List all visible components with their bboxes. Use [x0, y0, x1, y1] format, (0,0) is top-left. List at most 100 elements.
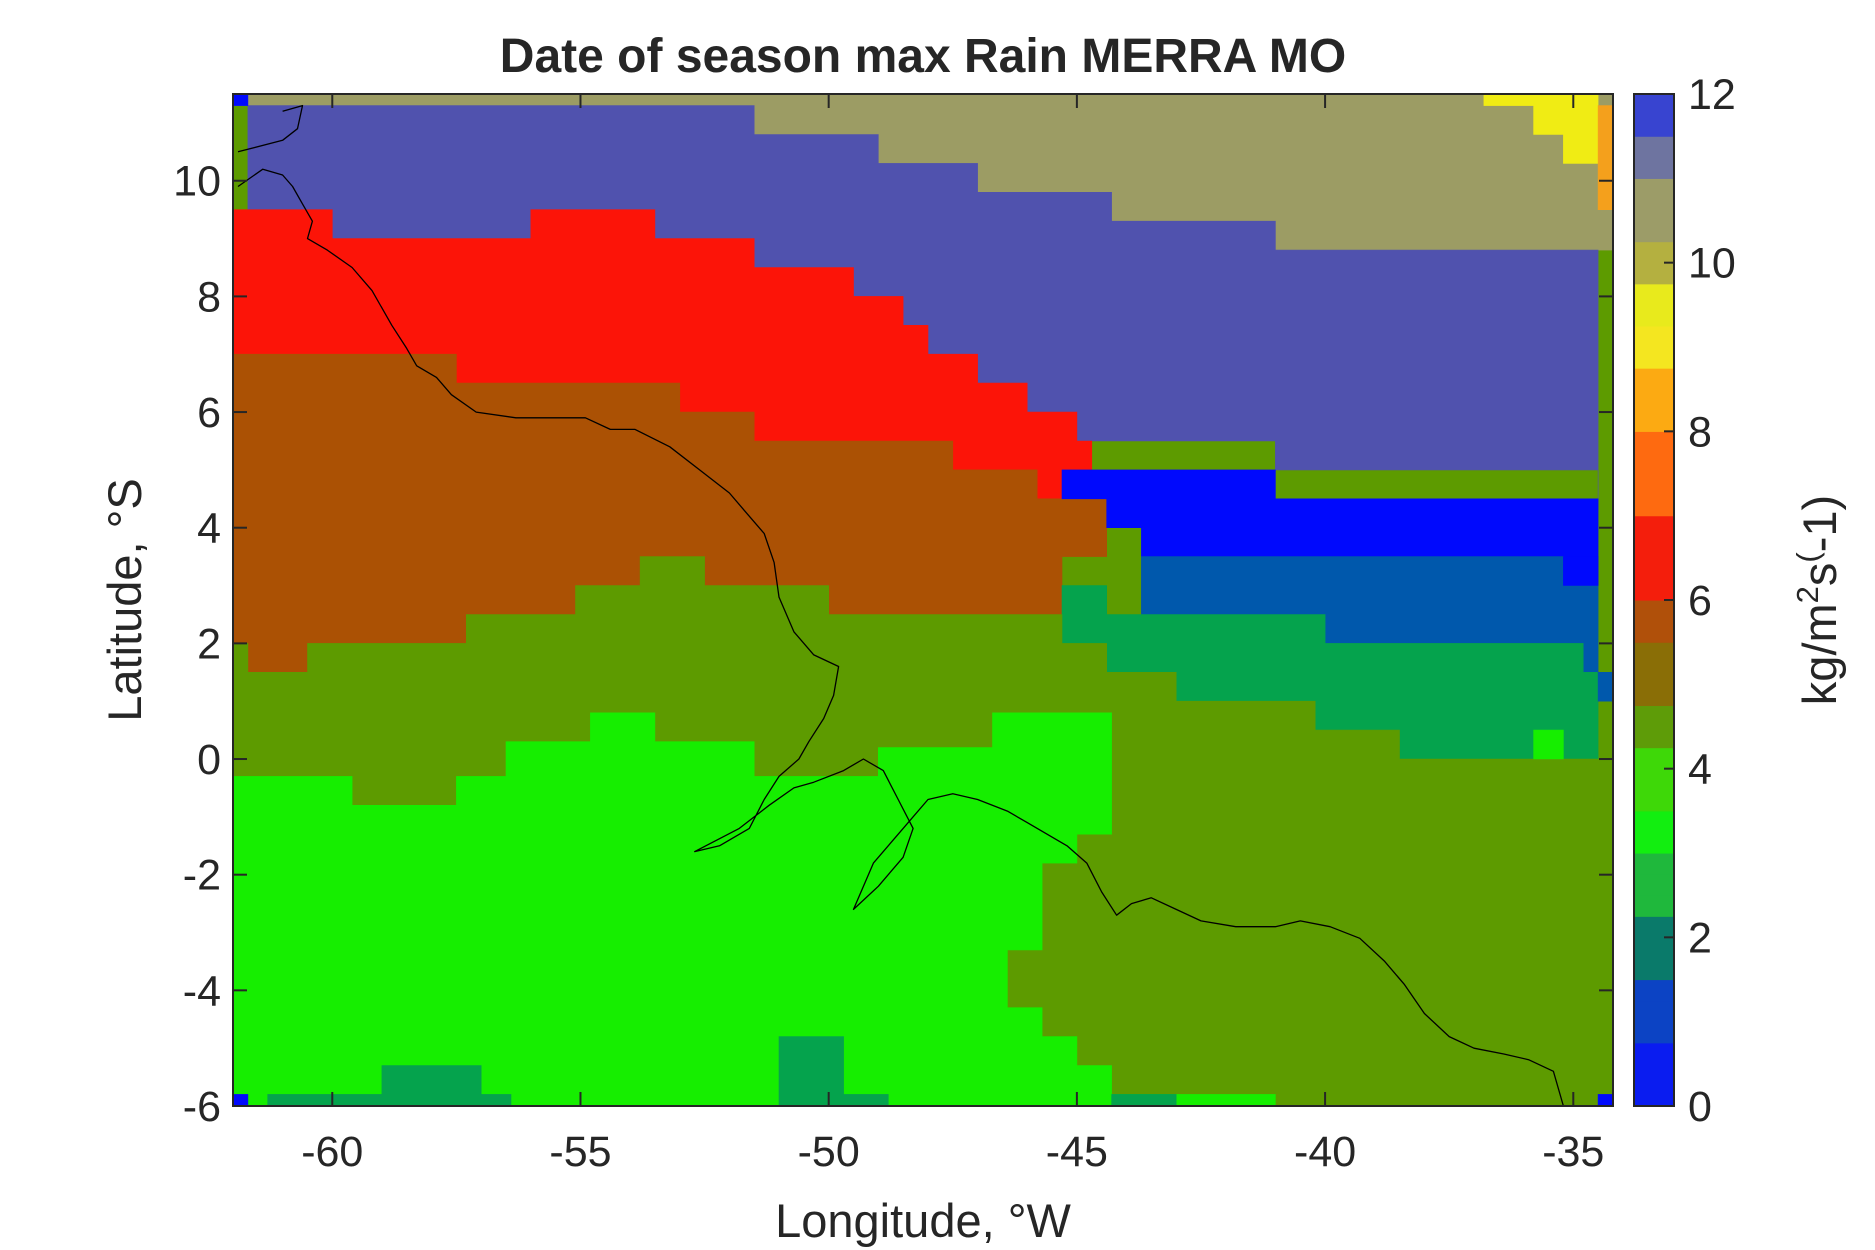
- colorbar-step: [1634, 536, 1674, 559]
- heatmap-region-south-center-teal: [778, 1036, 889, 1106]
- colorbar-step: [1634, 1021, 1674, 1044]
- colorbar-label-sup2: (: [1790, 552, 1825, 563]
- colorbar-step: [1634, 136, 1674, 158]
- x-axis-label: Longitude, °W: [775, 1194, 1071, 1247]
- x-tick-label: -60: [301, 1128, 363, 1176]
- colorbar-step: [1634, 241, 1674, 264]
- colorbar-step: [1634, 557, 1674, 580]
- heatmap-region-corner-blue-nw: [233, 94, 249, 106]
- colorbar-step: [1634, 410, 1674, 432]
- coastline-lines: [237, 104, 1565, 1106]
- colorbar-steps: [1634, 94, 1674, 1107]
- y-tick-label: -6: [183, 1083, 221, 1131]
- colorbar-tick-label: 2: [1688, 914, 1712, 962]
- y-tick-label: 2: [197, 620, 221, 668]
- heatmap-cells: [233, 94, 1613, 1106]
- y-axis-label: Latitude, °S: [98, 478, 151, 722]
- colorbar-step: [1634, 157, 1674, 179]
- colorbar-tick-label: 10: [1688, 240, 1736, 288]
- colorbar-step: [1634, 600, 1674, 622]
- colorbar-step: [1634, 368, 1674, 390]
- colorbar-tick-label: 4: [1688, 746, 1712, 794]
- plot-frame: [232, 93, 1614, 1107]
- y-tick-label: 0: [197, 736, 221, 784]
- colorbar-tick-label: 6: [1688, 577, 1712, 625]
- y-tick-label: 6: [197, 389, 221, 437]
- colorbar-step: [1634, 663, 1674, 685]
- y-axis-ticks: -6 -4 -2 0 2 4 6 8 10: [173, 158, 1613, 1131]
- colorbar-step: [1634, 347, 1674, 369]
- colorbar-step: [1634, 262, 1674, 285]
- colorbar-step: [1634, 747, 1674, 770]
- colorbar-ticks: 0 2 4 6 8 10 12: [1664, 71, 1736, 1131]
- heatmap-region-bright-green-band: [233, 712, 1276, 1106]
- colorbar-step: [1634, 1000, 1674, 1023]
- x-axis-ticks: -60 -55 -50 -45 -40 -35: [301, 94, 1604, 1176]
- colorbar-step: [1634, 621, 1674, 643]
- colorbar-step: [1634, 937, 1674, 960]
- colorbar-label-mid: s: [1793, 563, 1846, 587]
- colorbar-step: [1634, 115, 1674, 137]
- colorbar-step: [1634, 452, 1674, 475]
- y-tick-label: -4: [183, 967, 221, 1015]
- colorbar-step: [1634, 325, 1674, 348]
- colorbar-step: [1634, 874, 1674, 896]
- colorbar-step: [1634, 831, 1674, 854]
- heatmap-region-east-bright-green-cell: [1533, 729, 1564, 760]
- heatmap-region-corner-blue-se: [1597, 1094, 1613, 1106]
- colorbar-step: [1634, 768, 1674, 791]
- colorbar-step: [1634, 642, 1674, 664]
- heatmap-region-corner-blue-sw: [233, 1094, 249, 1106]
- colorbar-step: [1634, 853, 1674, 875]
- x-tick-label: -35: [1542, 1128, 1604, 1176]
- colorbar-step: [1634, 220, 1674, 243]
- x-tick-label: -50: [798, 1128, 860, 1176]
- colorbar-step: [1634, 1042, 1674, 1065]
- y-tick-label: 4: [197, 505, 221, 553]
- x-tick-label: -55: [549, 1128, 611, 1176]
- colorbar-step: [1634, 494, 1674, 517]
- colorbar-label-base: kg/m: [1793, 603, 1846, 705]
- colorbar-step: [1634, 199, 1674, 222]
- colorbar-step: [1634, 94, 1674, 116]
- colorbar-label: kg/m2s(-1): [1790, 495, 1846, 705]
- colorbar-step: [1634, 895, 1674, 917]
- colorbar-step: [1634, 958, 1674, 981]
- colorbar-label-sup1: 2: [1790, 586, 1825, 603]
- heatmap-region-south-east-teal: [1111, 1094, 1177, 1106]
- colorbar-step: [1634, 684, 1674, 707]
- colorbar-step: [1634, 789, 1674, 812]
- x-tick-label: -40: [1294, 1128, 1356, 1176]
- heatmap-region-northeast-orange: [1597, 105, 1613, 210]
- coastline-main: [237, 168, 1565, 1106]
- colorbar-step: [1634, 389, 1674, 411]
- colorbar-step: [1634, 473, 1674, 496]
- colorbar-step: [1634, 810, 1674, 833]
- chart-title: Date of season max Rain MERRA MO: [500, 30, 1346, 83]
- colorbar-tick-label: 8: [1688, 408, 1712, 456]
- colorbar-step: [1634, 178, 1674, 201]
- colorbar-step: [1634, 304, 1674, 327]
- x-tick-label: -45: [1046, 1128, 1108, 1176]
- coastline-north: [237, 104, 304, 153]
- y-tick-label: 8: [197, 273, 221, 321]
- colorbar-step: [1634, 1063, 1674, 1086]
- colorbar-step: [1634, 431, 1674, 454]
- y-tick-label: -2: [183, 852, 221, 900]
- colorbar-step: [1634, 1084, 1674, 1107]
- colorbar-step: [1634, 979, 1674, 1002]
- heatmap-region-east-blue-cell: [1597, 671, 1613, 702]
- heatmap-region-east-blue-cell-2: [1563, 556, 1599, 586]
- colorbar-step: [1634, 283, 1674, 306]
- colorbar-step: [1634, 515, 1674, 538]
- colorbar-step: [1634, 705, 1674, 728]
- heatmap-region-southwest-teal: [267, 1065, 512, 1106]
- colorbar-tick-label: 12: [1688, 71, 1736, 119]
- colorbar-tick-label: 0: [1688, 1083, 1712, 1131]
- colorbar-step: [1634, 916, 1674, 938]
- colorbar-step: [1634, 578, 1674, 601]
- y-tick-label: 10: [173, 158, 221, 206]
- colorbar-label-tail: -1): [1793, 495, 1846, 552]
